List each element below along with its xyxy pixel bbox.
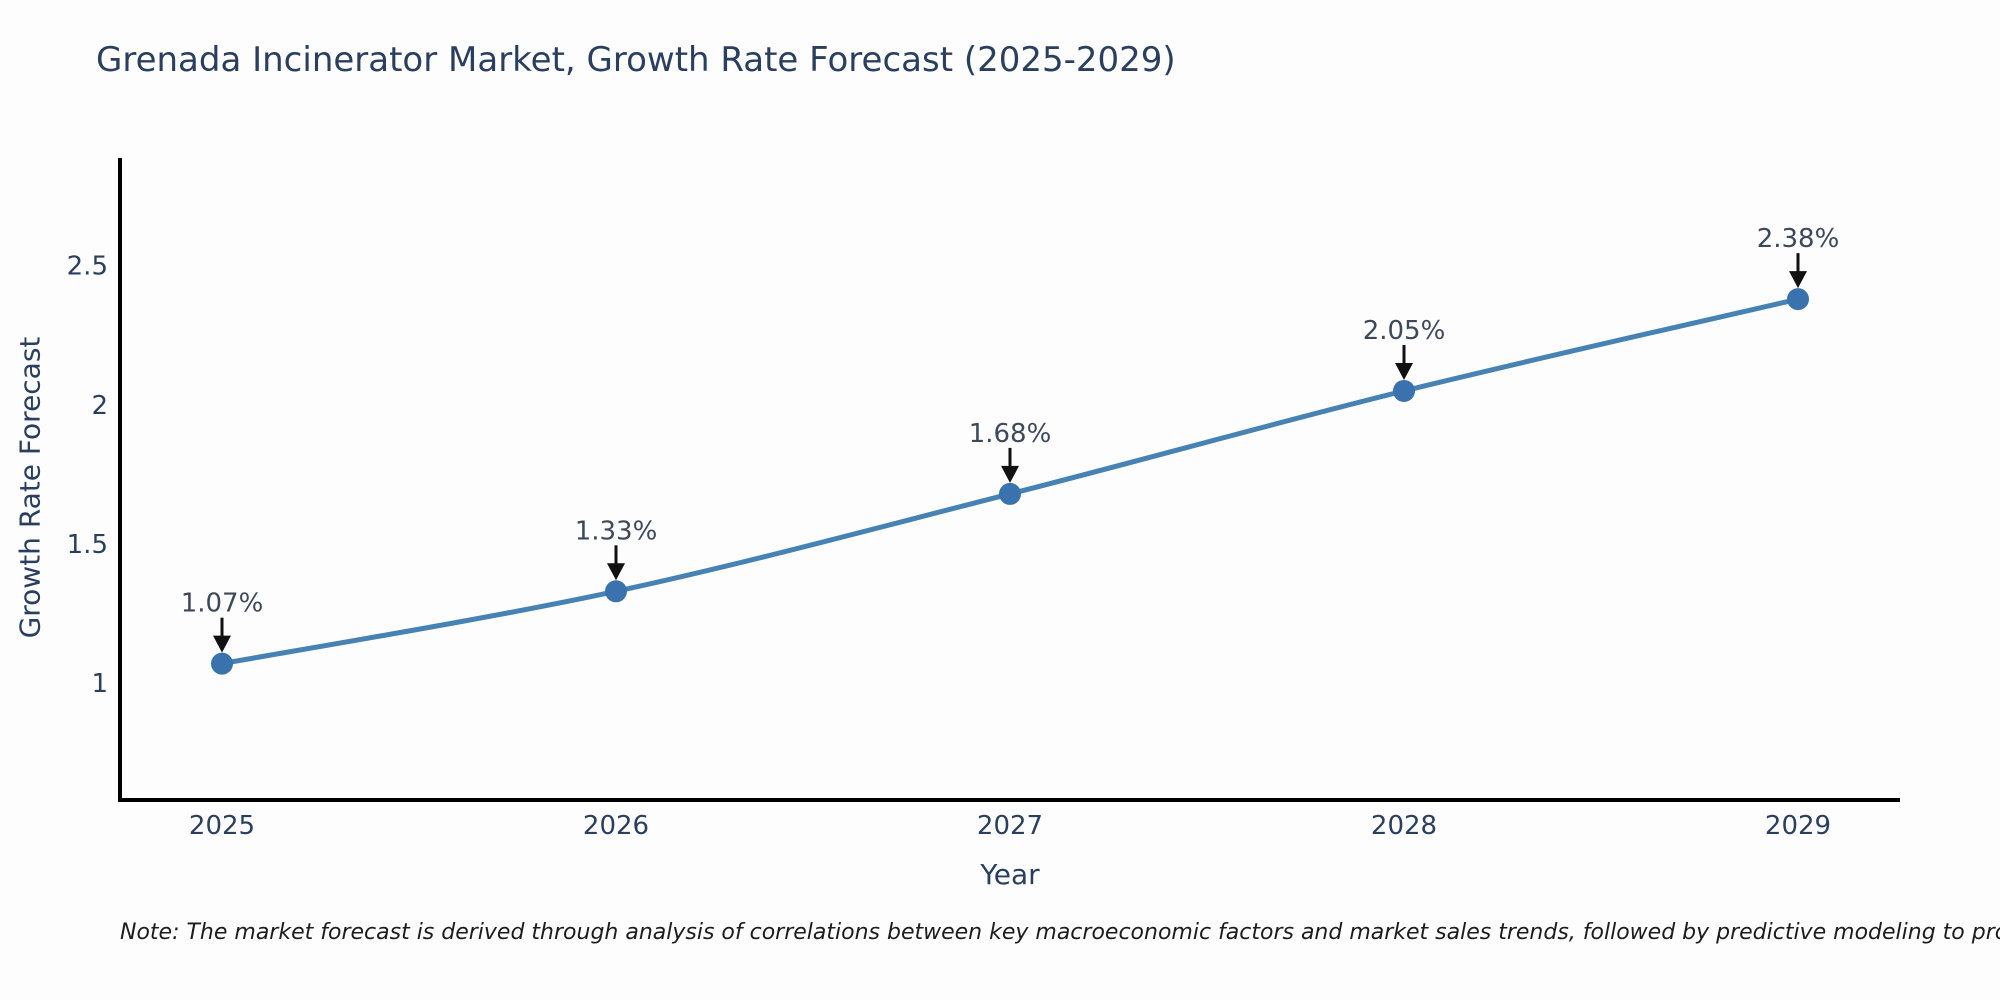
data-point-marker (1393, 379, 1415, 402)
x-tick-label: 2027 (977, 811, 1043, 841)
x-tick-label: 2025 (189, 811, 255, 841)
chart-title: Grenada Incinerator Market, Growth Rate … (96, 40, 1176, 80)
data-point-label: 2.05% (1363, 316, 1446, 346)
data-point-marker (211, 652, 233, 675)
data-point-label: 1.68% (969, 419, 1052, 449)
x-tick-label: 2029 (1765, 811, 1831, 841)
annotation-arrowhead (1395, 362, 1413, 380)
y-axis-title: Growth Rate Forecast (13, 336, 47, 639)
annotation-arrowhead (1789, 271, 1807, 289)
data-point-label: 2.38% (1757, 224, 1840, 254)
footnote: Note: The market forecast is derived thr… (120, 920, 2000, 945)
x-tick-label: 2028 (1371, 811, 1437, 841)
y-tick-label: 2.5 (67, 252, 108, 282)
x-axis-title: Year (980, 858, 1040, 891)
y-tick-label: 2 (91, 391, 108, 421)
data-point-marker (1787, 288, 1809, 311)
data-point-label: 1.07% (181, 589, 264, 619)
data-point-marker (999, 482, 1021, 505)
annotation-arrowhead (1001, 465, 1019, 483)
data-point-label: 1.33% (575, 516, 658, 546)
annotation-arrowhead (607, 563, 625, 581)
data-point-marker (605, 580, 627, 603)
y-tick-label: 1 (91, 669, 108, 699)
x-tick-label: 2026 (583, 811, 649, 841)
annotation-arrowhead (213, 635, 231, 653)
y-tick-label: 1.5 (67, 530, 108, 560)
